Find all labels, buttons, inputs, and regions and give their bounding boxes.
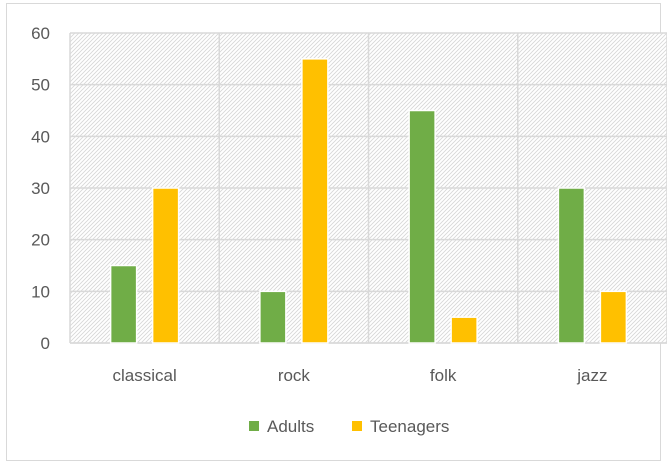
y-tick-label: 0 — [41, 334, 50, 353]
y-tick-label: 30 — [31, 179, 50, 198]
x-tick-label: jazz — [576, 366, 607, 385]
y-tick-label: 60 — [31, 24, 50, 43]
legend-swatch-adults — [249, 421, 259, 431]
y-tick-label: 40 — [31, 127, 50, 146]
y-tick-label: 20 — [31, 231, 50, 250]
bar-teenagers-folk — [450, 316, 478, 344]
bar-teenagers-classical — [151, 187, 180, 344]
bars — [109, 58, 628, 344]
legend-label-adults: Adults — [267, 417, 314, 436]
bar-teenagers-rock — [301, 58, 329, 344]
legend: Adults Teenagers — [249, 417, 449, 436]
y-tick-label: 50 — [31, 76, 50, 95]
legend-label-teenagers: Teenagers — [370, 417, 449, 436]
bar-adults-folk — [408, 109, 436, 344]
bar-teenagers-jazz — [599, 290, 628, 344]
bar-adults-jazz — [557, 187, 586, 344]
y-tick-label: 10 — [31, 282, 50, 301]
x-tick-label: rock — [278, 366, 311, 385]
x-axis: classical rock folk jazz — [113, 366, 608, 385]
legend-swatch-teenagers — [352, 421, 362, 431]
bar-adults-classical — [109, 264, 138, 344]
bar-adults-rock — [259, 290, 287, 344]
x-tick-label: folk — [430, 366, 457, 385]
x-tick-label: classical — [113, 366, 177, 385]
